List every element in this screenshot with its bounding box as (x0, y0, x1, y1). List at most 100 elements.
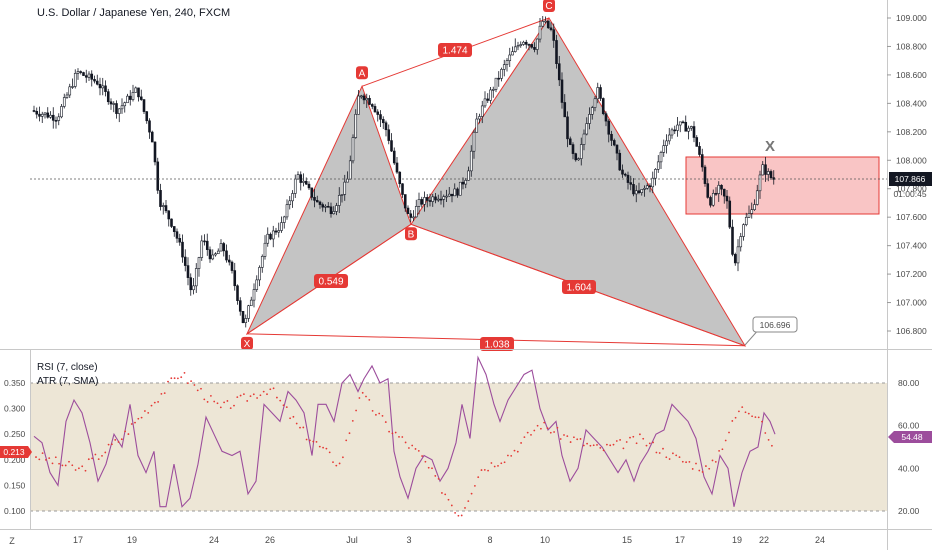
candle (313, 188, 316, 208)
atr-dot (450, 504, 453, 507)
candle (291, 190, 294, 208)
atr-axis[interactable]: 0.350 0.300 0.250 0.200 0.150 0.100 (4, 378, 26, 516)
atr-dot (477, 476, 480, 479)
candle-body (32, 110, 36, 112)
point-badge (241, 336, 253, 350)
atr-dot (355, 409, 357, 412)
atr-tick-label: 0.300 (4, 404, 26, 414)
atr-dot (437, 478, 440, 480)
candlestick-series[interactable] (32, 16, 776, 328)
price-axis[interactable]: 109.000 108.800 108.600 108.400 108.200 108.0… (887, 13, 927, 336)
candle-body (54, 120, 58, 122)
atr-dot (262, 390, 265, 393)
candle-body (676, 124, 679, 131)
candle (137, 87, 140, 102)
atr-dot (741, 406, 744, 409)
candle (54, 116, 58, 129)
candle (750, 202, 754, 219)
candle (733, 252, 737, 266)
candle (172, 226, 176, 237)
atr-dot (625, 441, 628, 443)
candle (241, 311, 245, 324)
candle-body (585, 123, 589, 135)
candle (310, 187, 314, 201)
candle (527, 43, 531, 51)
candle-body (747, 213, 751, 218)
rsi-axis[interactable]: 80.00 60.00 40.00 20.00 (898, 378, 920, 516)
ratio-badge (480, 337, 514, 351)
atr-dot (210, 394, 212, 397)
atr-dot (474, 484, 476, 487)
candle-body (337, 195, 341, 206)
atr-dot (276, 396, 278, 399)
candle-body (241, 311, 245, 323)
candle-body (612, 140, 616, 146)
atr-tick-label: 0.350 (4, 378, 26, 388)
atr-dot (318, 445, 321, 448)
candle-body (486, 98, 490, 101)
candle (615, 144, 619, 161)
last-price-value: 107.866 (895, 174, 926, 184)
candle-body (395, 162, 399, 173)
atr-dot (460, 514, 463, 517)
atr-dot (421, 455, 423, 457)
candle-body (164, 205, 168, 212)
atr-dot (388, 430, 390, 433)
candle (73, 69, 77, 89)
atr-dot (658, 452, 661, 454)
candle (381, 116, 385, 130)
timezone-corner[interactable]: Z (9, 536, 15, 546)
atr-dot (556, 426, 559, 429)
candle (582, 129, 586, 151)
candle-body (280, 222, 283, 231)
candle (458, 181, 462, 196)
candle-body (593, 98, 597, 108)
atr-dot (45, 458, 47, 461)
candle (621, 164, 624, 178)
candle (285, 199, 289, 220)
atr-dot (744, 411, 747, 414)
candle (670, 127, 674, 139)
candle-body (101, 85, 105, 89)
candle (337, 187, 341, 213)
candle (183, 249, 187, 272)
price-tick-label: 107.200 (896, 269, 927, 279)
time-axis[interactable]: 17 19 24 26 Jul 3 8 10 15 17 19 22 24 (73, 535, 825, 545)
candle-body (535, 38, 539, 50)
candle (340, 194, 344, 203)
candle-body (497, 77, 501, 80)
atr-dot (444, 493, 447, 496)
candle-body (698, 146, 701, 155)
candle (412, 210, 415, 222)
candle (420, 196, 424, 208)
candle (79, 70, 83, 75)
candle-body (390, 140, 393, 152)
candle-body (761, 164, 765, 176)
atr-dot (140, 416, 143, 419)
candle-body (552, 29, 556, 41)
candle (98, 77, 102, 96)
candle (522, 40, 525, 46)
candle (739, 232, 743, 252)
atr-dot (691, 468, 694, 470)
rsi-tick-label: 80.00 (898, 378, 920, 388)
candle (709, 195, 712, 208)
atr-dot (35, 456, 37, 458)
candle-body (667, 134, 671, 142)
atr-dot (648, 442, 651, 445)
candle (480, 100, 484, 124)
candle (359, 94, 363, 99)
candle-body (194, 268, 198, 287)
candle (60, 104, 63, 119)
atr-dot (602, 449, 605, 452)
candle-body (46, 112, 50, 118)
candle (508, 47, 512, 68)
candle (247, 304, 250, 322)
candle-body (634, 190, 638, 195)
candle (51, 107, 55, 129)
reversal-zone[interactable] (685, 156, 880, 215)
candle-body (249, 299, 253, 307)
candle-body (673, 129, 677, 132)
atr-dot (655, 451, 658, 454)
